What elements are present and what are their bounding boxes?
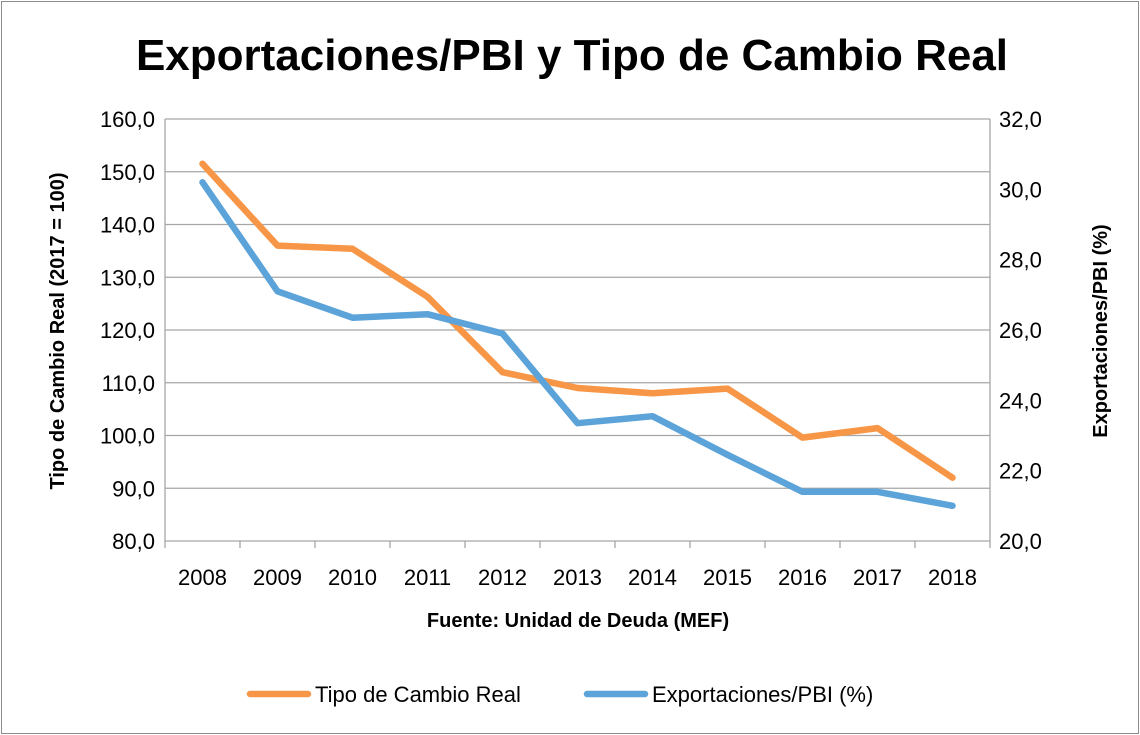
legend-item: Tipo de Cambio Real [246, 682, 521, 707]
right-tick-label: 30,0 [999, 177, 1042, 202]
x-tick-label: 2016 [778, 565, 827, 590]
legend-item: Exportaciones/PBI (%) [583, 682, 873, 707]
chart-title: Exportaciones/PBI y Tipo de Cambio Real [136, 31, 1008, 80]
left-tick-label: 160,0 [100, 107, 155, 132]
left-tick-label: 90,0 [112, 476, 155, 501]
x-axis-ticks: 2008 2009 2010 2011 2012 2013 2014 2015 2016 2017… [164, 541, 991, 590]
series-line-1 [199, 179, 956, 510]
x-tick-label: 2011 [404, 565, 451, 590]
right-tick-label: 32,0 [999, 107, 1042, 132]
left-tick-label: 120,0 [100, 318, 155, 343]
x-tick-label: 2008 [178, 565, 227, 590]
axes [164, 119, 991, 542]
x-tick-label: 2015 [703, 565, 752, 590]
left-tick-label: 110,0 [102, 371, 155, 396]
left-axis-label: Tipo de Cambio Real (2017 = 100) [47, 173, 69, 490]
right-tick-label: 20,0 [999, 529, 1042, 554]
left-tick-label: 130,0 [100, 265, 155, 290]
series-line-0 [199, 160, 956, 481]
right-tick-label: 28,0 [999, 248, 1042, 273]
left-tick-label: 140,0 [100, 213, 155, 238]
right-axis-ticks: 20,0 22,0 24,0 26,0 28,0 30,0 32,0 [999, 107, 1042, 554]
x-axis-label: Fuente: Unidad de Deuda (MEF) [427, 610, 729, 632]
left-tick-label: 100,0 [100, 424, 155, 449]
right-axis-label: Exportaciones/PBI (%) [1090, 224, 1112, 437]
left-tick-label: 150,0 [100, 160, 155, 185]
x-tick-label: 2017 [853, 565, 902, 590]
x-tick-label: 2018 [928, 565, 977, 590]
legend-label: Exportaciones/PBI (%) [652, 682, 873, 707]
right-tick-label: 22,0 [999, 459, 1042, 484]
right-tick-label: 24,0 [999, 388, 1042, 413]
x-tick-label: 2009 [253, 565, 302, 590]
x-tick-label: 2013 [553, 565, 602, 590]
legend-label: Tipo de Cambio Real [315, 682, 521, 707]
legend: Tipo de Cambio Real Exportaciones/PBI (%) [246, 682, 873, 707]
x-tick-label: 2014 [628, 565, 677, 590]
x-tick-label: 2010 [328, 565, 377, 590]
left-axis-ticks: 80,0 90,0 100,0 110,0 120,0 130,0 140,0 150,0 16… [100, 107, 155, 554]
gridlines [165, 118, 990, 489]
x-tick-label: 2012 [478, 565, 527, 590]
right-tick-label: 26,0 [999, 318, 1042, 343]
series-lines [199, 160, 956, 510]
left-tick-label: 80,0 [112, 529, 155, 554]
